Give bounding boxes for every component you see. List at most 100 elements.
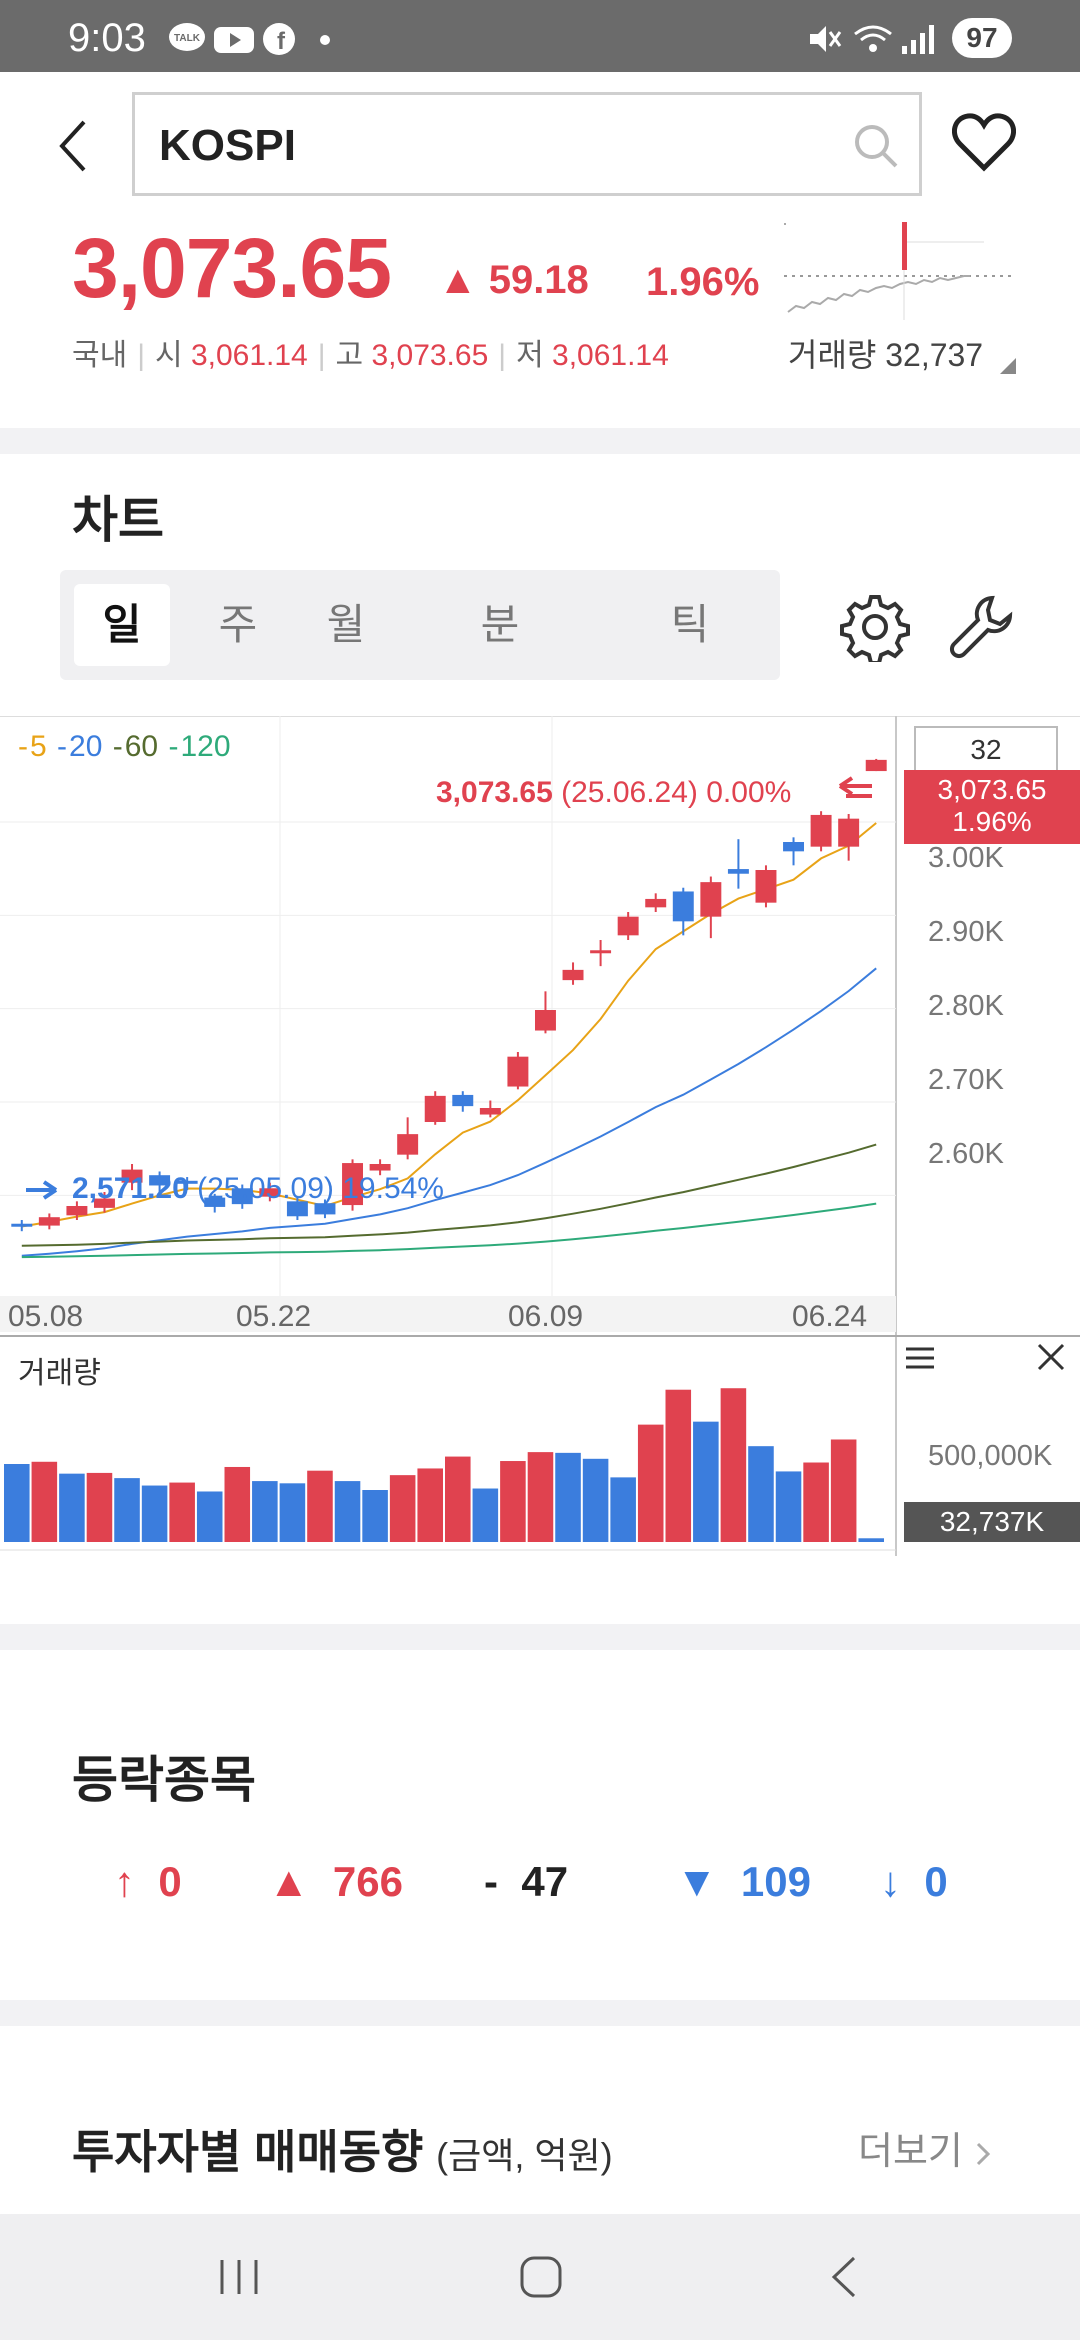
- candle-body: [314, 1203, 336, 1215]
- tab-day[interactable]: 일: [74, 584, 170, 666]
- tab-week[interactable]: 주: [218, 600, 258, 649]
- ma-5-label: 5: [30, 730, 47, 763]
- y-tick-label: 2.70K: [928, 1064, 1004, 1096]
- section-divider: [0, 2000, 1080, 2026]
- lower-limit-count: ↓ 0: [880, 1858, 948, 1906]
- svg-text:TALK: TALK: [174, 33, 201, 44]
- tab-minute[interactable]: 분: [480, 600, 520, 649]
- ma-legend-dash: -: [168, 730, 179, 763]
- candle-body: [865, 759, 887, 772]
- volume-bar: [500, 1461, 526, 1542]
- volume-bar: [555, 1452, 581, 1542]
- candle-body: [121, 1169, 143, 1183]
- candle-body: [342, 1163, 364, 1206]
- ma-line-3: [21, 1202, 877, 1259]
- down-limit-arrow-icon: ↓: [880, 1858, 901, 1905]
- more-link[interactable]: 더보기: [858, 2120, 991, 2175]
- candle-body: [672, 891, 694, 922]
- close-icon[interactable]: [1036, 1342, 1066, 1372]
- annotation-date: (25.05.09): [197, 1172, 334, 1205]
- talk-icon: TALK: [169, 23, 205, 51]
- current-price: 3,073.65: [72, 221, 392, 315]
- volume-value-tag: 32,737K: [904, 1502, 1080, 1542]
- tab-month[interactable]: 월: [326, 600, 366, 649]
- volume-bar: [858, 1538, 884, 1542]
- ma-legend-dash: -: [18, 730, 28, 763]
- search-icon[interactable]: [853, 123, 899, 169]
- home-icon[interactable]: [518, 2254, 564, 2300]
- count-value: 109: [740, 1858, 811, 1905]
- x-tick-label: 05.08: [8, 1300, 84, 1333]
- candle-body: [645, 898, 667, 908]
- expand-corner-icon[interactable]: [1000, 358, 1016, 374]
- annotation-pct: 19.54%: [342, 1172, 444, 1205]
- volume-summary: 거래량 32,737: [788, 330, 983, 376]
- ohlc-row: 국내 | 시 3,061.14 | 고 3,073.65 | 저 3,061.14: [72, 339, 669, 372]
- y-tick-label: 3.00K: [928, 842, 1004, 874]
- candle-body: [424, 1095, 446, 1122]
- candle-body: [38, 1217, 60, 1226]
- volume-bar: [803, 1462, 829, 1542]
- candlestick-chart[interactable]: [0, 716, 1080, 1556]
- ma-line-0: [21, 822, 877, 1228]
- y-tick-label: 2.80K: [928, 990, 1004, 1022]
- candle-body: [838, 818, 860, 847]
- volume-bar: [4, 1464, 30, 1542]
- signal-icon: [902, 25, 934, 54]
- volume-bar: [830, 1439, 857, 1542]
- high-value: 3,073.65: [371, 339, 489, 372]
- chart-section-title: 차트: [72, 492, 164, 548]
- back-nav-icon[interactable]: [828, 2254, 860, 2300]
- x-tick-label: 06.09: [508, 1300, 584, 1333]
- volume-bar: [527, 1452, 554, 1542]
- candle-body: [286, 1201, 308, 1217]
- wifi-icon: [854, 25, 892, 52]
- candle-body: [479, 1108, 501, 1115]
- menu-icon[interactable]: [904, 1344, 936, 1372]
- ma-60-label: 60: [124, 730, 159, 763]
- open-value: 3,061.14: [190, 339, 308, 372]
- mini-sparkline: [784, 222, 1014, 320]
- youtube-icon: [214, 27, 254, 53]
- candle-body: [66, 1206, 88, 1216]
- candle-body: [507, 1056, 529, 1087]
- status-bar: 9:03 TALK f 97: [0, 0, 1080, 72]
- candle-body: [369, 1164, 391, 1171]
- annotation-price: 3,073.65: [436, 776, 553, 809]
- low-price-arrow-icon: [26, 1180, 58, 1200]
- wrench-icon[interactable]: [948, 592, 1018, 662]
- investor-trend-title: 투자자별 매매동향 (금액, 억원): [72, 2116, 613, 2182]
- volume-bar: [582, 1458, 609, 1542]
- current-price-tag: 3,073.65 1.96%: [904, 770, 1080, 844]
- heart-icon[interactable]: [952, 112, 1016, 172]
- zoom-count-box[interactable]: 32: [914, 726, 1058, 774]
- up-triangle-icon: ▲: [268, 1858, 310, 1905]
- recent-apps-icon[interactable]: [216, 2256, 262, 2298]
- volume-bar: [224, 1466, 251, 1542]
- candle-body: [590, 950, 612, 954]
- price-tag-pct: 1.96%: [952, 806, 1032, 837]
- more-link-label: 더보기: [858, 2129, 963, 2173]
- candle-body: [93, 1198, 115, 1208]
- price-change-pct: 1.96%: [646, 260, 760, 304]
- back-icon[interactable]: [56, 118, 92, 174]
- tab-tick[interactable]: 틱: [670, 600, 710, 649]
- ma-line-1: [21, 967, 877, 1257]
- volume-tick-label: 500,000K: [928, 1440, 1053, 1472]
- price-tag-price: 3,073.65: [937, 774, 1047, 805]
- low-label: 저: [516, 339, 544, 372]
- search-input[interactable]: KOSPI: [132, 92, 922, 196]
- volume-bar: [307, 1470, 333, 1542]
- dot-icon: [320, 35, 330, 45]
- ma-20-label: 20: [69, 730, 103, 763]
- y-tick-label: 2.60K: [928, 1138, 1004, 1170]
- candle-body: [617, 916, 639, 936]
- candle-body: [783, 842, 805, 852]
- count-value: 0: [924, 1858, 948, 1905]
- count-value: 47: [521, 1858, 569, 1905]
- battery-indicator: 97: [952, 18, 1012, 58]
- search-input-value: KOSPI: [159, 121, 296, 170]
- candle-body: [700, 882, 722, 917]
- gear-icon[interactable]: [840, 592, 910, 662]
- chevron-right-icon: [976, 2142, 991, 2165]
